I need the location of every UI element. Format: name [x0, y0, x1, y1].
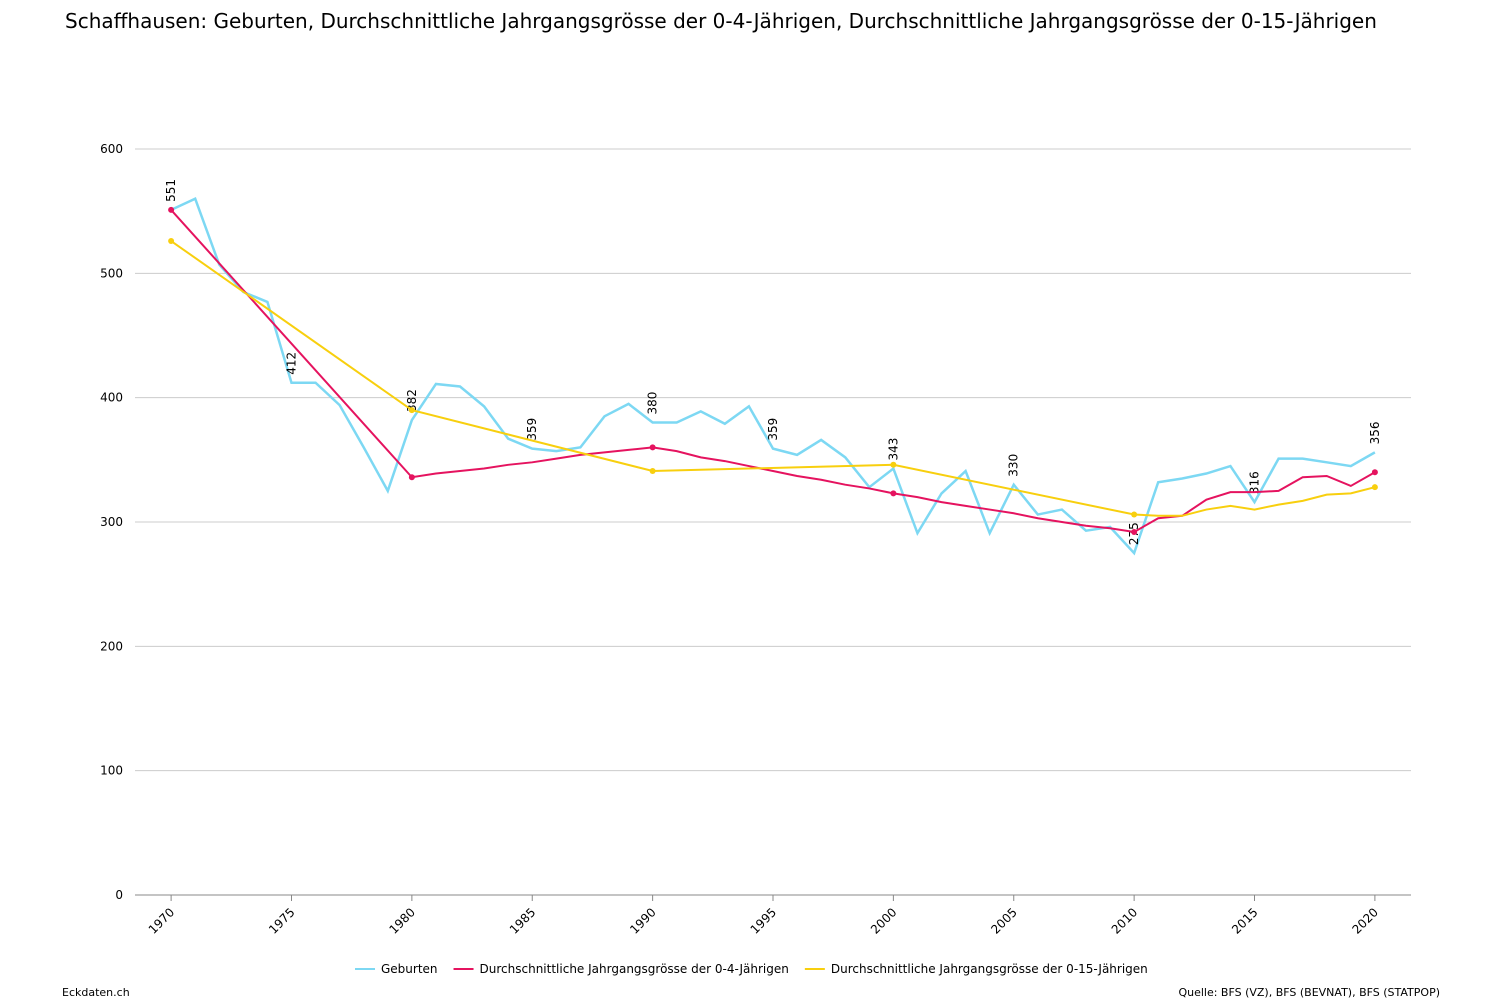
marker: [1371, 469, 1378, 476]
x-tick-label: 2000: [868, 905, 899, 936]
data-label: 380: [646, 392, 660, 415]
data-label: 343: [886, 438, 900, 461]
data-label: 359: [525, 418, 539, 441]
legend-label: Durchschnittliche Jahrgangsgrösse der 0-…: [831, 962, 1148, 976]
x-tick-label: 1980: [386, 905, 417, 936]
data-label: 356: [1368, 421, 1382, 444]
x-tick-label: 1985: [507, 905, 538, 936]
line: [170, 197, 1376, 556]
marker: [1131, 511, 1138, 518]
x-tick-label: 2020: [1350, 905, 1381, 936]
marker: [1371, 484, 1378, 491]
y-tick-label: 100: [100, 764, 123, 778]
marker: [649, 444, 656, 451]
y-tick-label: 600: [100, 142, 123, 156]
y-tick-label: 300: [100, 515, 123, 529]
marker: [168, 238, 175, 245]
chart-title: Schaffhausen: Geburten, Durchschnittlich…: [65, 9, 1377, 33]
legend-label: Durchschnittliche Jahrgangsgrösse der 0-…: [480, 962, 789, 976]
x-tick-label: 2005: [988, 905, 1019, 936]
y-tick-label: 500: [100, 266, 123, 280]
y-tick-label: 0: [115, 888, 123, 902]
data-label: 551: [164, 179, 178, 202]
x-tick-label: 1995: [748, 905, 779, 936]
x-tick-label: 2015: [1229, 905, 1260, 936]
data-label: 382: [405, 389, 419, 412]
marker: [649, 468, 656, 475]
footer-left: Eckdaten.ch: [62, 986, 130, 999]
legend-label: Geburten: [381, 962, 438, 976]
marker: [890, 461, 897, 468]
marker: [408, 407, 415, 414]
x-tick-label: 1970: [146, 905, 177, 936]
x-tick-label: 2010: [1109, 905, 1140, 936]
line: [170, 209, 1376, 533]
line: [170, 240, 1376, 517]
x-tick-label: 1975: [266, 905, 297, 936]
marker: [1131, 528, 1138, 535]
y-tick-label: 400: [100, 391, 123, 405]
x-tick-label: 1990: [627, 905, 658, 936]
data-label: 330: [1007, 454, 1021, 477]
data-label: 412: [284, 352, 298, 375]
data-label: 359: [766, 418, 780, 441]
marker: [890, 490, 897, 497]
footer-right: Quelle: BFS (VZ), BFS (BEVNAT), BFS (STA…: [1178, 986, 1440, 999]
marker: [408, 474, 415, 481]
data-label: 316: [1248, 471, 1262, 494]
y-tick-label: 200: [100, 639, 123, 653]
marker: [168, 206, 175, 213]
